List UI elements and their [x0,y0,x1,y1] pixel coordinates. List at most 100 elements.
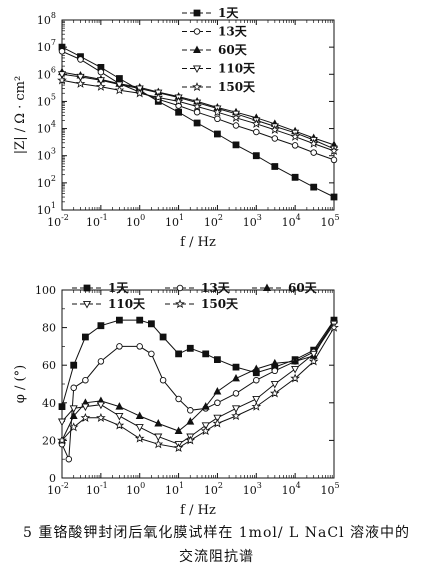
legend-entry-2: 13天 [165,281,231,295]
legend-marker [192,82,202,91]
plot-frame [61,289,335,479]
data-point [231,411,241,420]
data-point [213,130,221,138]
x-tick-label: 105 [320,481,339,497]
phase-angle-chart: 10-2 10-1 100 101 102 103 104 105 0 20 40 60 80 100 f … [13,281,340,518]
y-tick-label: 104 [37,120,56,136]
data-point [135,424,144,432]
data-point [213,387,222,395]
series-line [61,79,335,152]
data-point [232,363,240,371]
data-point [232,122,240,129]
data-point [70,384,77,392]
x-tick-label: 104 [282,213,301,229]
data-point [65,455,73,463]
series-line [61,321,335,460]
data-point [82,376,89,384]
data-point [202,350,210,358]
data-point [97,322,105,330]
y-tick-label: 107 [37,38,56,54]
data-point [148,350,155,358]
x-axis-label: f / Hz [180,235,216,250]
legend-entry-3: 60天 [252,281,318,295]
y-tick-label: 106 [37,65,56,81]
x-tick-label: 10-1 [86,213,108,229]
data-point [82,333,89,341]
data-point [175,108,183,116]
data-point [76,79,85,88]
x-tick-label: 101 [165,213,184,229]
data-point [186,344,194,352]
x-tick-label: 10-2 [47,481,69,497]
plot-frame [61,19,335,211]
y-tick-label: 101 [37,201,56,217]
data-point [58,403,66,411]
data-point [135,411,144,420]
data-point [175,350,183,358]
data-point [232,141,240,149]
legend-entry-5: 150天 [182,80,256,94]
legend-label: 60天 [218,43,248,57]
x-tick-label: 102 [204,213,223,229]
legend-marker [176,284,184,292]
data-point [136,343,143,350]
x-tick-label: 10-2 [47,213,69,229]
x-tick-label: 102 [204,481,223,497]
legend-entry-4: 110天 [182,62,256,76]
legend-marker [175,299,185,308]
legend-entry-1: 1天 [182,6,239,20]
legend-marker [193,28,201,35]
data-point [330,193,338,201]
data-point [232,405,240,413]
y-tick-label: 0 [49,472,56,485]
y-tick-label: 102 [37,174,56,190]
data-point [193,119,201,127]
legend-entry-2: 13天 [182,25,248,39]
data-point [252,152,260,160]
y-tick-label: 40 [42,397,56,410]
data-point [97,68,105,76]
data-point [291,173,299,181]
y-axis-label: φ / (°) [13,365,28,403]
data-point [330,156,338,164]
data-point [291,142,299,149]
data-point [96,82,105,91]
data-point [174,443,183,452]
data-point [271,135,279,142]
legend-label: 110天 [108,297,146,311]
data-point [253,376,260,384]
data-point [147,320,155,328]
x-tick-label: 103 [243,481,262,497]
data-point [214,115,221,123]
data-point [310,149,317,156]
data-point [58,418,66,426]
legend-label: 150天 [218,80,256,94]
legend-entry-1: 1天 [72,281,129,295]
data-point [115,412,124,421]
data-point [253,128,260,136]
legend-label: 1天 [218,6,239,20]
y-tick-label: 100 [35,284,56,297]
data-point [115,85,124,94]
legend-marker [193,9,201,17]
legend-label: 13天 [218,25,248,39]
data-point [271,380,279,389]
data-point [214,399,221,407]
series-2 [58,48,338,164]
y-tick-label: 60 [42,359,56,372]
legend-label: 150天 [201,297,239,311]
series-2 [58,318,338,463]
legend-label: 1天 [108,281,129,295]
x-tick-label: 105 [320,213,339,229]
data-point [271,367,279,375]
x-tick-label: 100 [126,481,145,497]
x-tick-label: 101 [165,481,184,497]
x-tick-label: 100 [126,213,145,229]
y-tick-label: 103 [37,147,56,163]
data-point [159,376,167,384]
series-5 [57,76,339,155]
y-tick-label: 80 [42,322,56,335]
data-point [291,365,299,374]
legend-marker [83,284,91,292]
x-tick-label: 104 [282,481,301,497]
